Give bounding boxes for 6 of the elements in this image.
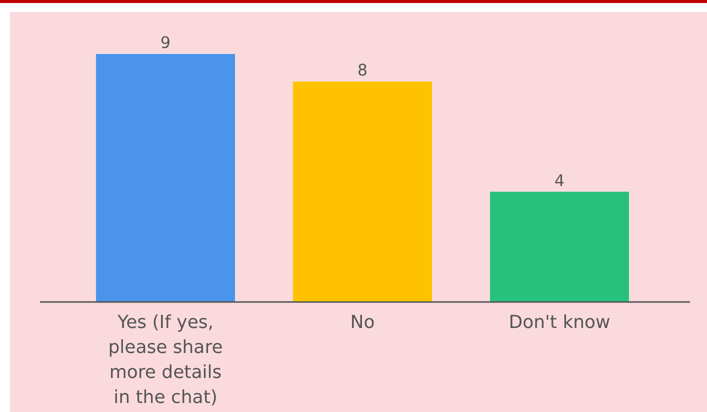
x-tick-label: Don't know	[508, 312, 610, 333]
data-label: 8	[357, 60, 368, 80]
data-label: 9	[160, 33, 171, 52]
x-tick-label: No	[350, 312, 375, 333]
x-tick-label: Yes (If yes, please share more details in the chat)	[108, 312, 223, 408]
data-label: 4	[554, 170, 565, 190]
